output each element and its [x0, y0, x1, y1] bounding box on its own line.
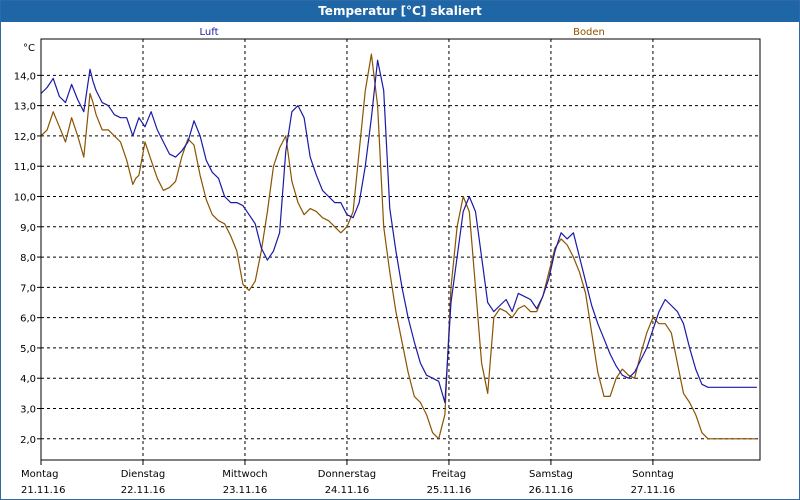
x-tick-day-label: Dienstag	[121, 469, 166, 480]
y-tick-label: 10,0	[14, 192, 36, 203]
x-tick-date-label: 21.11.16	[21, 485, 66, 496]
x-tick-day-label: Samstag	[529, 469, 573, 480]
x-tick-date-label: 27.11.16	[631, 485, 676, 496]
legend-boden: Boden	[573, 27, 605, 38]
x-tick-day-label: Freitag	[432, 469, 466, 480]
y-tick-label: 12,0	[14, 132, 36, 143]
y-tick-label: 11,0	[14, 162, 36, 173]
y-tick-label: 9,0	[20, 223, 36, 234]
temperature-chart: 2,0 3,0 4,0 5,0 6,0 7,0 8,0 9,0 10,0 11,0 12,0 13,0…	[1, 22, 799, 499]
x-tick-day-label: Mittwoch	[222, 469, 267, 480]
y-tick-label: 4,0	[20, 374, 36, 385]
x-tick-date-label: 25.11.16	[427, 485, 472, 496]
x-tick-date-label: 26.11.16	[529, 485, 574, 496]
y-tick-label: 8,0	[20, 253, 36, 264]
x-tick-date-label: 24.11.16	[325, 485, 370, 496]
plot-frame	[40, 38, 761, 461]
y-axis-ticks: 2,0 3,0 4,0 5,0 6,0 7,0 8,0 9,0 10,0 11,0 12,0 13,0…	[14, 71, 41, 446]
y-tick-label: 5,0	[20, 344, 36, 355]
x-tick-date-label: 23.11.16	[223, 485, 268, 496]
x-axis-ticks: Montag 21.11.16 Dienstag 22.11.16 Mittwoch 23…	[21, 460, 675, 496]
series-lines	[40, 53, 757, 440]
legend-luft: Luft	[200, 27, 219, 38]
y-tick-label: 13,0	[14, 102, 36, 113]
series-line-boden	[40, 53, 757, 440]
grid	[41, 39, 760, 460]
window-title: Temperatur [°C] skaliert	[1, 1, 799, 22]
x-tick-day-label: Sonntag	[632, 469, 674, 480]
y-tick-label: 3,0	[20, 405, 36, 416]
x-tick-date-label: 22.11.16	[121, 485, 166, 496]
chart-background	[1, 22, 799, 499]
y-axis-label: °C	[23, 43, 35, 54]
y-tick-label: 14,0	[14, 71, 36, 82]
series-line-luft	[40, 59, 757, 404]
y-tick-label: 7,0	[20, 283, 36, 294]
x-tick-day-label: Donnerstag	[318, 469, 376, 480]
y-tick-label: 2,0	[20, 435, 36, 446]
y-tick-label: 6,0	[20, 314, 36, 325]
x-tick-day-label: Montag	[21, 469, 58, 480]
